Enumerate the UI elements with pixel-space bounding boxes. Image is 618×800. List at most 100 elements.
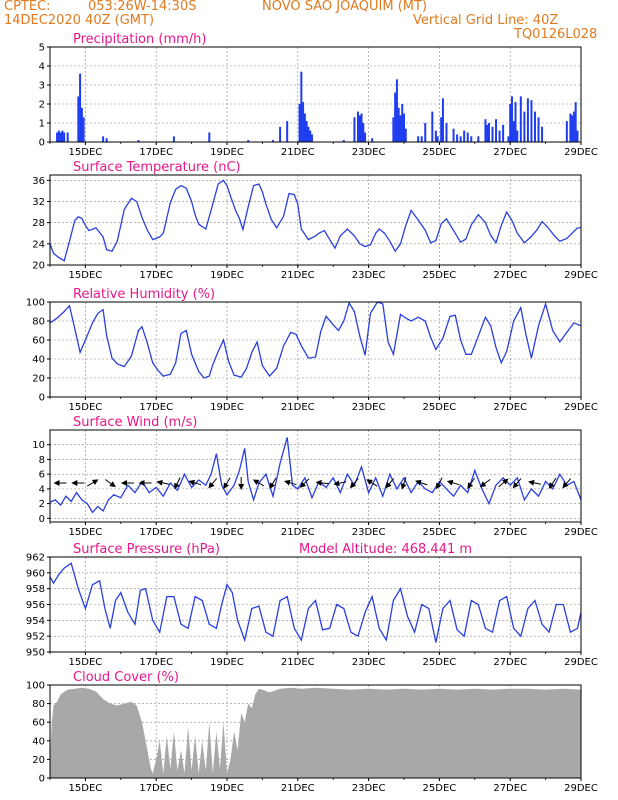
wind-vector <box>188 479 202 486</box>
cloud_cover-xtick-label: 15DEC <box>69 783 103 794</box>
surface_temperature-xtick-label: 21DEC <box>281 270 315 281</box>
cloud_cover-xtick-label: 19DEC <box>210 783 244 794</box>
wind-vector <box>548 477 557 489</box>
surface_temperature-xtick-label: 19DEC <box>210 270 244 281</box>
precipitation-xtick-label: 15DEC <box>69 147 103 158</box>
surface_wind-xtick-label: 25DEC <box>423 527 457 538</box>
precip-bar <box>459 136 462 142</box>
cloud_cover-ytick-label: 0 <box>39 774 45 785</box>
precip-bar <box>362 123 365 142</box>
surface_pressure-ytick-label: 958 <box>26 584 45 595</box>
surface_temperature-xtick-label: 27DEC <box>493 270 527 281</box>
wind-vector <box>436 477 443 490</box>
wind-vector <box>479 478 491 488</box>
surface_wind-ytick-label: 4 <box>39 484 45 495</box>
wind-vector <box>528 479 541 486</box>
surface_temperature-ytick-label: 28 <box>32 218 45 229</box>
relative_humidity-xtick-label: 25DEC <box>423 402 457 413</box>
surface_pressure-ytick-label: 962 <box>26 553 45 564</box>
precip-bar <box>477 136 480 142</box>
surface_pressure-xtick-label: 15DEC <box>69 657 103 668</box>
wind-vector <box>333 480 347 487</box>
model-code-label: TQ0126L028 <box>514 27 598 42</box>
surface_temperature-ytick-label: 36 <box>32 176 45 187</box>
wind-vector <box>512 478 522 489</box>
precipitation-ytick-label: 0 <box>39 138 45 149</box>
precip-bar <box>509 104 512 142</box>
relative_humidity-ytick-label: 80 <box>32 317 45 328</box>
precip-bar <box>434 130 437 142</box>
wind-vector <box>223 477 231 489</box>
cloud_cover-panel: 0 20 40 60 80 100 15DEC 17DEC 19DEC 21DEC 23DEC 25D… <box>26 670 598 794</box>
surface_temperature-xtick-label: 25DEC <box>423 270 457 281</box>
precip-bar <box>572 111 575 142</box>
relative_humidity-ytick-label: 0 <box>39 393 45 404</box>
wind-vector <box>174 477 181 490</box>
precip-bar <box>431 111 434 142</box>
precip-bar <box>401 104 404 142</box>
wind-vector <box>446 479 460 486</box>
precipitation-xtick-label: 17DEC <box>139 147 173 158</box>
surface_wind-xtick-label: 15DEC <box>69 527 103 538</box>
cloud_cover-xtick-label: 25DEC <box>423 783 457 794</box>
surface_wind-frame <box>49 429 582 523</box>
precip-bar <box>576 130 579 142</box>
precip-bar <box>569 113 572 142</box>
wind-vector <box>315 479 329 486</box>
surface_wind-xtick-label: 23DEC <box>352 527 386 538</box>
precipitation-ytick-label: 2 <box>39 100 45 111</box>
precip-bar <box>102 136 105 142</box>
cloud_cover-xtick-label: 21DEC <box>281 783 315 794</box>
precip-bar <box>456 134 459 142</box>
surface_temperature-line <box>49 179 581 262</box>
precip-bar <box>507 136 510 142</box>
cloud_cover-ytick-label: 80 <box>32 699 45 710</box>
chart-header: CPTEC: 053:26W-14:30S NOVO SAO JOAQUIM (… <box>0 0 618 48</box>
precip-bar <box>208 132 211 142</box>
precip-bar <box>57 130 60 142</box>
precip-bar <box>279 126 282 142</box>
relative_humidity-ytick-label: 40 <box>32 355 45 366</box>
precipitation-ytick-label: 4 <box>39 62 45 73</box>
precip-bar <box>392 117 395 142</box>
cloud_cover-ytick-label: 20 <box>32 755 45 766</box>
surface_wind-xtick-label: 27DEC <box>493 527 527 538</box>
cloud_cover-title: Cloud Cover (%) <box>73 670 179 685</box>
precipitation-xtick-label: 23DEC <box>352 147 386 158</box>
precip-bar <box>77 96 80 142</box>
relative_humidity-xtick-label: 21DEC <box>281 402 315 413</box>
relative_humidity-xtick-label: 23DEC <box>352 402 386 413</box>
surface_wind-xtick-label: 17DEC <box>139 527 173 538</box>
surface_wind-ytick-label: 0 <box>39 514 45 525</box>
surface_temperature-ytick-label: 20 <box>32 261 45 272</box>
surface_temperature-title: Surface Temperature (nC) <box>73 160 241 175</box>
model-altitude-label: Model Altitude: 468.441 m <box>299 542 472 557</box>
surface_pressure-xtick-label: 17DEC <box>139 657 173 668</box>
precip-bar <box>512 121 515 142</box>
precip-bar <box>466 132 469 142</box>
relative_humidity-ytick-label: 60 <box>32 336 45 347</box>
wind-vector <box>156 479 170 486</box>
precipitation-xtick-label: 25DEC <box>423 147 457 158</box>
precip-bar <box>360 113 363 142</box>
surface_pressure-xtick-label: 29DEC <box>564 657 598 668</box>
surface_temperature-frame <box>49 174 582 266</box>
precip-bar <box>342 140 345 142</box>
precip-bar <box>364 132 367 142</box>
cloud_cover-ytick-label: 60 <box>32 718 45 729</box>
surface_pressure-ytick-label: 952 <box>26 632 45 643</box>
precip-bar <box>66 132 69 142</box>
surface_pressure-xtick-label: 23DEC <box>352 657 386 668</box>
relative_humidity-frame <box>49 301 582 398</box>
precip-bar <box>530 100 533 142</box>
wind-vector <box>269 477 277 490</box>
precip-bar <box>403 113 405 142</box>
precip-bar <box>399 115 402 142</box>
surface_pressure-ytick-label: 960 <box>26 568 45 579</box>
precip-bar <box>533 111 536 142</box>
precip-bar <box>305 121 308 142</box>
cloud_cover-xtick-label: 27DEC <box>493 783 527 794</box>
cloud_cover-xtick-label: 23DEC <box>352 783 386 794</box>
surface_wind-ytick-label: 8 <box>39 455 45 466</box>
precip-bar <box>404 128 407 142</box>
